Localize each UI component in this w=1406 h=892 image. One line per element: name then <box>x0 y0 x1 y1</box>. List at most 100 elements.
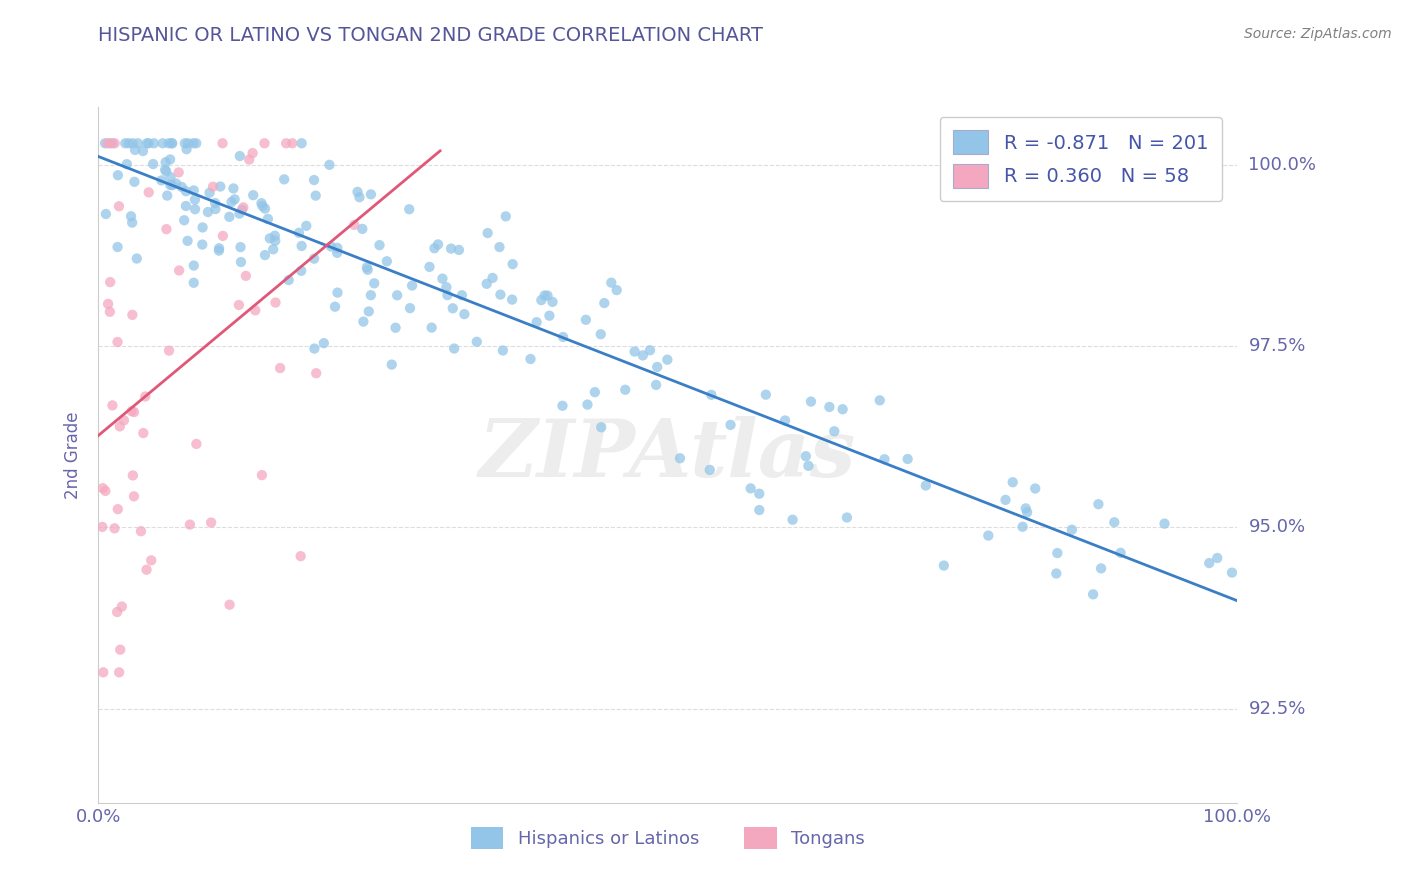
Point <box>250 468 273 483</box>
Point <box>114 136 136 151</box>
Point <box>103 521 125 535</box>
Point <box>288 226 311 240</box>
Point <box>183 259 205 273</box>
Point <box>346 185 368 199</box>
Point <box>155 164 177 178</box>
Point <box>1206 551 1229 566</box>
Point <box>451 288 474 302</box>
Point <box>167 263 190 277</box>
Point <box>1104 516 1126 530</box>
Point <box>1001 475 1024 490</box>
Point <box>645 359 668 374</box>
Point <box>98 275 121 289</box>
Point <box>385 288 408 302</box>
Point <box>191 237 214 252</box>
Point <box>94 483 117 498</box>
Point <box>122 489 145 503</box>
Point <box>357 262 380 277</box>
Point <box>107 502 129 516</box>
Point <box>481 271 503 285</box>
Point <box>129 524 152 539</box>
Point <box>150 173 173 187</box>
Point <box>1153 516 1175 531</box>
Point <box>132 144 155 158</box>
Point <box>253 248 276 262</box>
Point <box>302 173 325 187</box>
Point <box>375 254 398 268</box>
Point <box>108 199 131 213</box>
Point <box>669 451 692 466</box>
Point <box>121 136 143 151</box>
Point <box>326 241 349 255</box>
Point <box>165 177 187 191</box>
Point <box>551 399 574 413</box>
Point <box>423 241 446 255</box>
Point <box>519 351 541 366</box>
Point <box>823 424 845 438</box>
Point <box>107 334 129 349</box>
Point <box>291 136 314 151</box>
Point <box>551 330 574 344</box>
Point <box>740 482 762 496</box>
Point <box>264 234 287 248</box>
Point <box>186 136 208 151</box>
Point <box>575 312 598 326</box>
Point <box>200 516 222 530</box>
Point <box>218 210 240 224</box>
Point <box>91 481 114 495</box>
Point <box>381 358 404 372</box>
Point <box>242 146 264 161</box>
Point <box>179 517 201 532</box>
Point <box>228 206 250 220</box>
Point <box>122 405 145 419</box>
Point <box>492 343 515 358</box>
Point <box>326 245 349 260</box>
Point <box>132 426 155 441</box>
Point <box>748 503 770 517</box>
Text: 97.5%: 97.5% <box>1249 337 1306 355</box>
Point <box>797 458 820 473</box>
Point <box>312 336 335 351</box>
Point <box>434 280 457 294</box>
Point <box>173 136 195 151</box>
Point <box>174 199 197 213</box>
Text: HISPANIC OR LATINO VS TONGAN 2ND GRADE CORRELATION CHART: HISPANIC OR LATINO VS TONGAN 2ND GRADE C… <box>98 26 763 45</box>
Point <box>302 252 325 266</box>
Point <box>495 210 517 224</box>
Point <box>250 196 273 211</box>
Point <box>104 136 127 151</box>
Point <box>589 327 612 342</box>
Point <box>318 158 340 172</box>
Point <box>384 320 406 334</box>
Point <box>343 218 366 232</box>
Point <box>141 553 163 567</box>
Text: ZIPAtlas: ZIPAtlas <box>479 417 856 493</box>
Point <box>183 136 205 151</box>
Point <box>125 252 148 266</box>
Point <box>117 136 139 151</box>
Point <box>818 400 841 414</box>
Point <box>368 238 391 252</box>
Point <box>1090 561 1112 575</box>
Point <box>794 449 817 463</box>
Legend: Hispanics or Latinos, Tongans: Hispanics or Latinos, Tongans <box>464 820 872 856</box>
Point <box>773 413 796 427</box>
Point <box>134 389 156 403</box>
Point <box>108 419 131 434</box>
Point <box>645 378 668 392</box>
Point <box>1109 546 1132 560</box>
Point <box>121 404 143 418</box>
Point <box>591 420 613 434</box>
Point <box>142 136 165 151</box>
Point <box>191 220 214 235</box>
Point <box>127 136 149 151</box>
Point <box>238 153 260 167</box>
Point <box>440 242 463 256</box>
Point <box>418 260 440 274</box>
Point <box>262 242 284 256</box>
Point <box>245 303 267 318</box>
Point <box>124 175 146 189</box>
Point <box>831 402 853 417</box>
Point <box>869 393 891 408</box>
Point <box>305 366 328 380</box>
